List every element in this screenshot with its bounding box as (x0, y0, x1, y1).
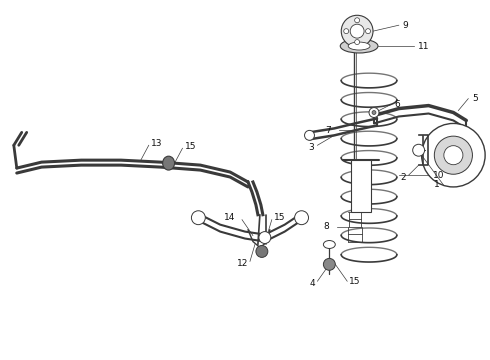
Ellipse shape (256, 246, 268, 257)
Circle shape (355, 18, 360, 23)
Text: 14: 14 (224, 213, 235, 222)
Text: 3: 3 (309, 143, 315, 152)
Circle shape (372, 111, 376, 114)
Text: 8: 8 (323, 222, 329, 231)
Circle shape (366, 29, 370, 33)
Ellipse shape (305, 130, 315, 140)
Text: 12: 12 (237, 259, 248, 268)
Ellipse shape (340, 39, 378, 53)
Circle shape (434, 136, 472, 174)
Text: 4: 4 (310, 279, 316, 288)
Text: 7: 7 (325, 126, 331, 135)
Text: 2: 2 (400, 172, 406, 181)
Text: 15: 15 (184, 142, 196, 151)
Circle shape (350, 24, 364, 38)
Text: 5: 5 (472, 94, 478, 103)
Text: 15: 15 (274, 213, 285, 222)
Circle shape (294, 211, 309, 225)
Text: 1: 1 (434, 180, 440, 189)
Text: 6: 6 (395, 100, 401, 109)
Ellipse shape (323, 258, 335, 270)
Circle shape (444, 146, 463, 165)
Ellipse shape (323, 240, 335, 248)
Circle shape (413, 144, 425, 156)
Circle shape (421, 123, 485, 187)
Text: 13: 13 (151, 139, 162, 148)
Text: 9: 9 (403, 21, 409, 30)
Circle shape (192, 211, 205, 225)
Circle shape (355, 40, 360, 45)
Text: 11: 11 (417, 41, 429, 50)
Bar (351, 160, 371, 212)
Ellipse shape (348, 42, 370, 50)
Ellipse shape (163, 156, 174, 170)
Text: 10: 10 (433, 171, 444, 180)
Circle shape (341, 15, 373, 47)
Text: 15: 15 (349, 277, 361, 286)
Circle shape (259, 231, 271, 243)
Circle shape (369, 108, 379, 117)
Circle shape (343, 29, 349, 33)
